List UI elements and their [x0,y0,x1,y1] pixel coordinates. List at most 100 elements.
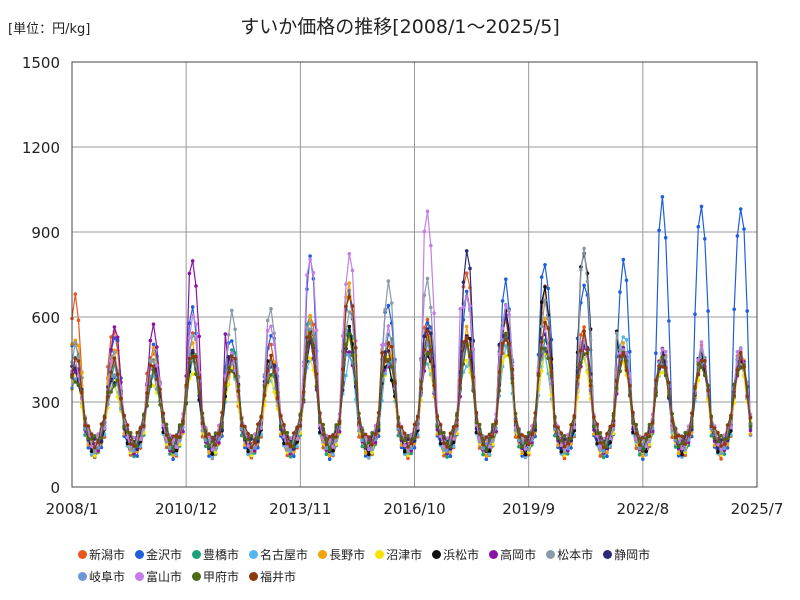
data-point [644,449,648,454]
data-point [569,436,573,441]
data-point [745,309,749,313]
data-point [605,454,609,459]
data-point [464,358,469,363]
data-point [138,426,143,430]
legend-row: 新潟市 金沢市 豊橋市 名古屋市 長野市 沼津市 浜松市 高岡市 松本市 静岡市 [78,543,798,565]
data-point [732,394,736,398]
data-point [256,436,260,440]
data-point [588,383,593,388]
data-point [539,300,544,305]
data-point [644,437,648,442]
data-point [223,374,228,378]
data-point [213,447,218,452]
series-2 [70,195,753,462]
data-point [301,390,306,395]
data-point [579,348,583,353]
data-point [106,394,110,399]
data-point [425,329,430,334]
data-point [598,454,603,458]
data-point [402,449,407,454]
legend-item: 高岡市 [489,546,536,563]
data-point [618,351,622,356]
data-point [735,350,740,354]
legend-row: 岐阜市 富山市 甲府市 福井市 [78,565,798,587]
data-point [657,228,661,233]
data-point [233,327,237,332]
data-point [526,450,531,455]
data-point [99,435,104,440]
data-point [696,358,701,362]
data-point [546,326,550,330]
data-point [282,435,286,439]
data-point [285,430,290,435]
data-point [660,347,665,352]
data-point [269,353,273,358]
data-point [109,390,113,394]
data-point [308,321,312,326]
data-point [680,452,684,457]
data-point [383,359,387,363]
data-point [347,295,352,299]
data-point [543,346,547,351]
data-point [745,394,749,399]
data-point [331,436,335,440]
data-point [226,383,231,387]
data-point [618,369,622,374]
legend-item: 豊橋市 [192,546,239,563]
data-point [389,301,394,305]
data-point [429,331,433,336]
data-point [135,454,139,458]
data-point [249,453,254,458]
data-point [683,430,687,435]
legend-swatch [192,571,202,581]
data-point [210,455,215,460]
data-point [99,422,104,426]
legend-swatch [135,571,145,581]
data-point [611,423,616,428]
data-point [236,388,241,393]
data-point [621,360,626,365]
data-point [298,424,303,428]
data-point [308,331,312,336]
data-point [543,298,547,303]
data-point [327,448,332,452]
data-point [292,454,296,459]
data-point [331,449,335,453]
data-point [507,312,511,317]
data-point [487,444,492,449]
data-point [409,449,414,453]
data-point [484,448,489,452]
data-point [217,431,221,436]
data-point [523,434,528,439]
data-point [89,452,94,457]
data-point [641,457,645,461]
legend-label: 新潟市 [89,547,126,562]
data-point [285,448,290,452]
data-point [637,453,642,457]
data-point [207,451,211,455]
data-point [406,433,410,438]
data-point [194,372,198,377]
data-point [579,333,583,337]
data-point [272,342,277,347]
data-point [464,271,469,276]
data-point [660,355,665,360]
data-point [200,420,205,425]
data-point [331,452,335,457]
data-point [334,442,339,447]
data-point [442,448,446,453]
data-point [432,364,436,369]
data-point [265,328,270,333]
data-point [324,442,329,447]
data-point [389,345,394,349]
data-point [543,285,547,289]
data-point [295,444,299,449]
data-point [644,432,648,436]
data-point [504,277,508,282]
data-point [203,438,208,443]
x-axis-ticks: 2008/1 2010/12 2013/11 2016/10 2019/9 2022/8 2… [46,500,784,518]
data-point [461,305,466,310]
data-point [624,278,629,283]
data-point [383,342,387,347]
data-point [464,295,469,299]
